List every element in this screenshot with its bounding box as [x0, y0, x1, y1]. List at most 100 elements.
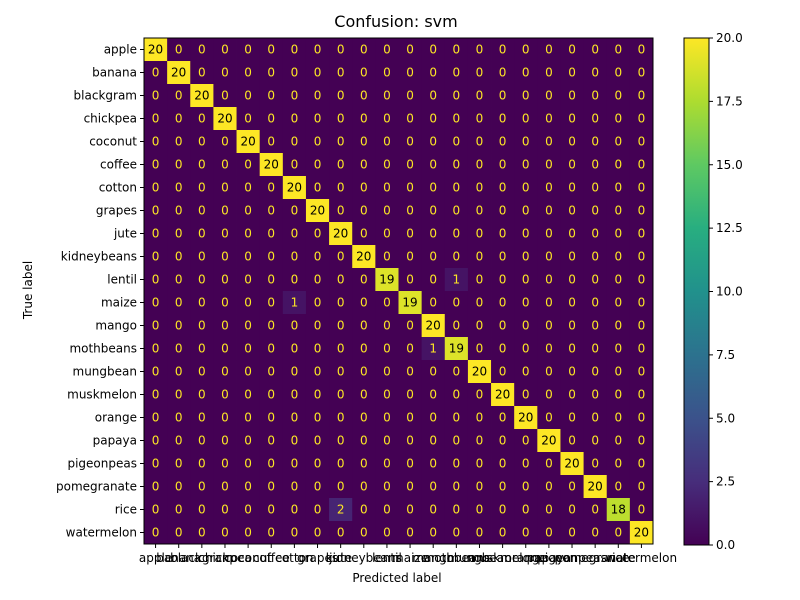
heatmap-cell — [560, 429, 584, 453]
cell-value-label: 0 — [221, 319, 229, 333]
cell-value-label: 0 — [614, 135, 622, 149]
heatmap-cell — [583, 130, 608, 154]
heatmap-cell — [190, 498, 214, 522]
heatmap-cell — [167, 498, 191, 522]
heatmap-cell — [144, 521, 168, 545]
cell-value-label: 0 — [175, 342, 183, 356]
heatmap-cell — [352, 61, 376, 85]
heatmap-cell — [514, 291, 538, 315]
heatmap-cell — [514, 107, 538, 131]
cell-value-label: 0 — [152, 181, 160, 195]
cell-value-label: 0 — [638, 319, 646, 333]
cell-value-label: 0 — [267, 250, 275, 264]
heatmap-cell — [329, 38, 353, 62]
heatmap-cell — [537, 245, 561, 269]
heatmap-cell — [421, 383, 446, 407]
heatmap-cell — [190, 521, 214, 545]
cell-value-label: 0 — [152, 273, 160, 287]
cell-value-label: 0 — [360, 388, 368, 402]
cell-value-label: 0 — [198, 296, 206, 310]
heatmap-cell — [352, 406, 376, 430]
cell-value-label: 19 — [402, 296, 417, 310]
x-tick-label: watermelon — [606, 551, 677, 565]
cell-value-label: 0 — [360, 112, 368, 126]
heatmap-cell — [537, 38, 561, 62]
heatmap-cell — [305, 337, 330, 361]
heatmap-cell — [537, 314, 561, 338]
heatmap-cell — [167, 337, 191, 361]
cell-value-label: 0 — [591, 158, 599, 172]
heatmap-cell — [467, 107, 492, 131]
cell-value-label: 0 — [429, 158, 437, 172]
heatmap-cell — [398, 130, 423, 154]
heatmap-cell — [398, 498, 423, 522]
heatmap-cell — [144, 222, 168, 246]
cell-value-label: 0 — [568, 89, 576, 103]
colorbar-tick-label: 5.0 — [716, 411, 735, 425]
cell-value-label: 20 — [356, 250, 371, 264]
cell-value-label: 0 — [429, 112, 437, 126]
cell-value-label: 0 — [244, 204, 252, 218]
cell-value-label: 0 — [244, 434, 252, 448]
heatmap-cell — [444, 452, 469, 476]
cell-value-label: 0 — [360, 457, 368, 471]
heatmap-cell — [236, 84, 261, 108]
cell-value-label: 0 — [499, 319, 507, 333]
cell-value-label: 0 — [638, 43, 646, 57]
heatmap-cell — [190, 107, 214, 131]
cell-value-label: 0 — [314, 112, 322, 126]
heatmap-cell — [444, 61, 469, 85]
cell-value-label: 0 — [314, 158, 322, 172]
cell-value-label: 0 — [499, 273, 507, 287]
cell-value-label: 0 — [522, 250, 530, 264]
cell-value-label: 0 — [221, 181, 229, 195]
cell-value-label: 0 — [429, 227, 437, 241]
cell-value-label: 0 — [221, 135, 229, 149]
cell-value-label: 0 — [545, 365, 553, 379]
heatmap-cell — [144, 360, 168, 384]
cell-value-label: 0 — [499, 43, 507, 57]
cell-value-label: 0 — [522, 365, 530, 379]
heatmap-cell — [514, 222, 538, 246]
heatmap-cell — [282, 360, 307, 384]
cell-value-label: 0 — [638, 112, 646, 126]
heatmap-cell — [305, 498, 330, 522]
cell-value-label: 0 — [383, 319, 391, 333]
colorbar-tick-label: 20.0 — [716, 31, 743, 45]
cell-value-label: 0 — [614, 434, 622, 448]
cell-value-label: 0 — [406, 434, 414, 448]
heatmap-cell — [560, 498, 584, 522]
heatmap-cell — [329, 222, 353, 246]
y-tick-label: coffee — [100, 158, 137, 172]
cell-value-label: 0 — [291, 434, 299, 448]
cell-value-label: 0 — [591, 526, 599, 540]
cell-value-label: 0 — [244, 411, 252, 425]
heatmap-cell — [444, 406, 469, 430]
cell-value-label: 0 — [429, 526, 437, 540]
cell-value-label: 0 — [568, 388, 576, 402]
cell-value-label: 0 — [291, 135, 299, 149]
cell-value-label: 0 — [614, 342, 622, 356]
cell-value-label: 0 — [360, 158, 368, 172]
cell-value-label: 0 — [568, 273, 576, 287]
cell-value-label: 0 — [267, 227, 275, 241]
cell-value-label: 20 — [564, 457, 579, 471]
cell-value-label: 0 — [406, 503, 414, 517]
heatmap-cell — [236, 130, 261, 154]
heatmap-cell — [421, 222, 446, 246]
x-tick-label: pigeonpeas — [537, 551, 607, 565]
heatmap-cell — [190, 314, 214, 338]
heatmap-cell — [583, 222, 608, 246]
heatmap-cell — [375, 61, 399, 85]
cell-value-label: 20 — [588, 480, 603, 494]
heatmap-cell — [491, 337, 515, 361]
cell-value-label: 0 — [221, 365, 229, 379]
cell-value-label: 0 — [614, 89, 622, 103]
heatmap-cell — [421, 38, 446, 62]
heatmap-cell — [629, 107, 654, 131]
cell-value-label: 0 — [638, 89, 646, 103]
cell-value-label: 0 — [383, 227, 391, 241]
heatmap-cell — [190, 38, 214, 62]
cell-value-label: 0 — [152, 204, 160, 218]
y-tick-label: grapes — [96, 204, 137, 218]
